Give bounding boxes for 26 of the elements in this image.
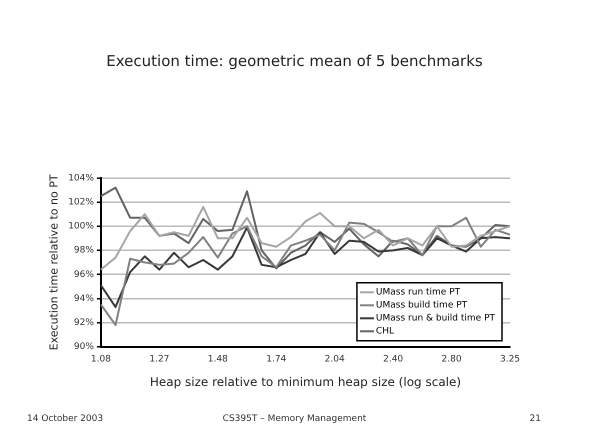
x-tick-label: 2.40 xyxy=(383,354,404,365)
y-tick-label: 100% xyxy=(68,222,94,232)
y-axis-title: Execution time relative to no PT xyxy=(47,174,60,350)
y-tick-label: 92% xyxy=(74,318,94,328)
legend-label: UMass build time PT xyxy=(376,300,468,311)
text: 14 October 2003 xyxy=(27,414,104,424)
x-tick-label: 1.74 xyxy=(266,354,287,365)
legend-label: CHL xyxy=(376,326,394,337)
chart-title: Execution time: geometric mean of 5 benchmarks xyxy=(105,52,484,70)
x-tick-label: 1.48 xyxy=(208,354,228,365)
y-tick-label: 102% xyxy=(68,197,94,208)
x-tick-label: 2.80 xyxy=(442,354,462,365)
y-tick-label: 94% xyxy=(74,294,94,304)
text: CS395T – Memory Management xyxy=(222,414,366,424)
y-tick-label: 98% xyxy=(74,246,94,256)
y-tick-label: 96% xyxy=(74,270,94,280)
text: 21 xyxy=(530,414,541,424)
legend-label: UMass run & build time PT xyxy=(376,314,496,324)
x-axis-title: Heap size relative to minimum heap size (log scale) xyxy=(150,374,462,389)
x-tick-label: 1.27 xyxy=(149,354,170,365)
y-tick-label: 90% xyxy=(74,342,94,352)
y-tick-label: 104% xyxy=(68,173,94,184)
x-tick-label: 2.04 xyxy=(324,354,345,365)
x-tick-label: 1.08 xyxy=(90,354,112,365)
legend-label: UMass run time PT xyxy=(376,288,461,298)
x-tick-label: 3.25 xyxy=(500,354,520,365)
